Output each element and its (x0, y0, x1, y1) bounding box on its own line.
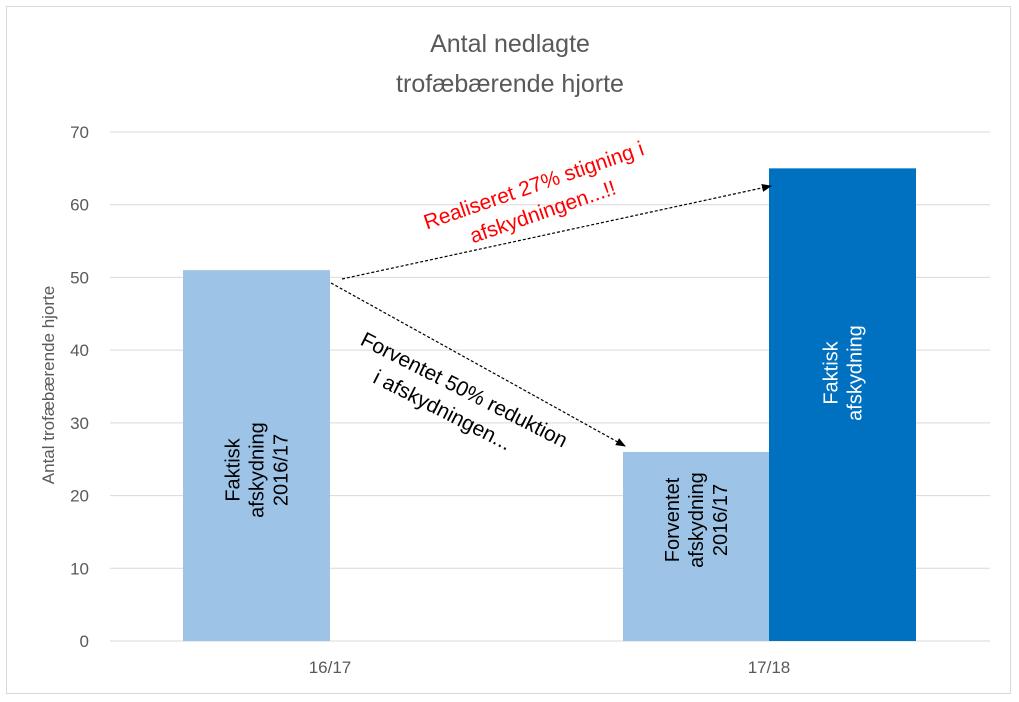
y-axis-ticks: 0 10 20 30 40 50 60 70 (70, 123, 89, 651)
y-tick-label: 50 (70, 268, 89, 287)
bar-label-line: Forventet (662, 477, 684, 562)
bar-label-line: Faktisk (821, 340, 843, 404)
bar-1-label: Faktisk afskydning 2016/17 (223, 422, 293, 518)
y-tick-label: 70 (70, 123, 89, 142)
bar-3-label: Faktisk afskydning (821, 325, 867, 421)
y-tick-label: 20 (70, 487, 89, 506)
x-axis-ticks: 16/17 17/18 (309, 658, 791, 677)
annotations: Realiseret 27% stigning i afskydningen..… (330, 137, 772, 455)
bar-label-line: Faktisk (223, 437, 245, 501)
bar-2 (623, 451, 769, 641)
bar-label-line: 2016/17 (710, 484, 732, 556)
increase-annotation: Realiseret 27% stigning i afskydningen..… (421, 137, 647, 248)
bar-1 (183, 270, 330, 641)
bar-label-line: afskydning (686, 472, 708, 568)
bar-label-line: 2016/17 (271, 434, 293, 506)
x-tick-label: 16/17 (309, 658, 352, 677)
increase-arrow (341, 183, 772, 280)
y-tick-label: 60 (70, 196, 89, 215)
x-tick-label: 17/18 (748, 658, 791, 677)
y-axis-title: Antal trofæbærende hjorte (39, 286, 58, 484)
bar-2-label: Forventet afskydning 2016/17 (662, 472, 732, 568)
y-tick-label: 10 (70, 559, 89, 578)
bar-3 (769, 168, 916, 641)
y-tick-label: 0 (80, 632, 89, 651)
chart-title: Antal nedlagte trofæbærende hjorte (396, 30, 624, 98)
y-tick-label: 40 (70, 341, 89, 360)
y-tick-label: 30 (70, 414, 89, 433)
bar-label-line: afskydning (845, 325, 867, 421)
chart-title-line-1: Antal nedlagte (430, 30, 590, 58)
bar-label-line: afskydning (247, 422, 269, 518)
decrease-arrow (330, 282, 626, 447)
chart-title-line-2: trofæbærende hjorte (396, 70, 624, 98)
